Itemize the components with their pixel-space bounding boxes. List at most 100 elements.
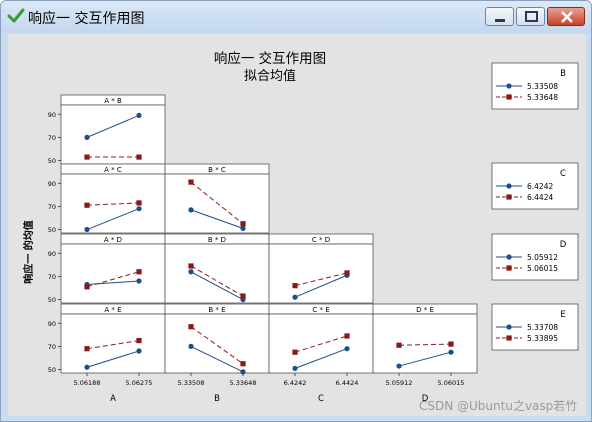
panel-label: C * E [312, 306, 329, 314]
panel-ac: A * C 50 70 90 [48, 163, 166, 234]
x-tick-label: 5.06015 [438, 379, 465, 387]
panel-bc: B * C [164, 163, 270, 234]
panel-ab: A * B 50 70 90 [48, 94, 166, 165]
data-point-circle [292, 365, 298, 371]
data-point-square [240, 221, 246, 227]
series-line-level1 [294, 348, 348, 369]
data-point-square [240, 293, 246, 299]
legend-marker-circle [506, 83, 512, 89]
y-tick-label: 90 [48, 180, 56, 188]
legend-entry: 5.05912 [527, 253, 558, 262]
data-point-square [292, 349, 298, 355]
series-line-level1 [86, 208, 140, 230]
panel-plot [60, 104, 166, 165]
legend-entry: 5.06015 [527, 264, 558, 273]
data-point-square [84, 346, 90, 352]
data-point-square [188, 324, 194, 330]
data-point-square [396, 342, 402, 348]
data-point-square [84, 154, 90, 160]
minimize-icon [495, 19, 505, 22]
window-title: 响应一 交互作用图 [28, 11, 145, 27]
panel-label: A * B [104, 97, 122, 105]
panel-ae: A * E 50 70 90 [48, 303, 166, 374]
panel-label: B * E [208, 306, 225, 314]
legend-marker-circle [506, 183, 512, 189]
series-line-level2 [190, 181, 244, 225]
legend-marker-square [506, 335, 512, 341]
x-factor-label: C [318, 394, 324, 404]
data-point-square [84, 202, 90, 208]
data-point-square [136, 200, 142, 206]
title-bar[interactable]: 响应一 交互作用图 [1, 1, 591, 33]
data-point-circle [84, 226, 90, 233]
data-point-circle [136, 112, 142, 119]
panel-plot [60, 313, 166, 374]
series-line-level2 [190, 326, 244, 365]
panel-label: B * C [208, 166, 226, 174]
data-point-circle [188, 343, 194, 349]
data-point-circle [136, 206, 142, 212]
panel-label: C * D [312, 236, 330, 244]
series-line-level2 [398, 343, 452, 346]
legend-title: D [560, 240, 567, 250]
data-point-circle [84, 364, 90, 370]
panel-bd: B * D [164, 233, 270, 304]
maximize-button[interactable] [516, 7, 545, 26]
data-point-circle [84, 134, 90, 140]
series-line-level2 [86, 202, 140, 206]
panel-be: B * E [164, 303, 270, 375]
y-tick-label: 90 [48, 111, 56, 119]
x-factor-label: B [214, 394, 220, 404]
series-line-level2 [86, 271, 140, 288]
series-line-level1 [86, 114, 140, 138]
data-point-square [292, 283, 298, 289]
panel-plot [60, 243, 166, 304]
panel-label: A * D [104, 236, 122, 244]
legend-entry: 5.33895 [527, 334, 558, 343]
series-line-level2 [294, 335, 348, 353]
legend-marker-square [506, 194, 512, 200]
panel-plot [268, 243, 374, 304]
panel-de: D * E [372, 303, 478, 374]
panel-label: D * E [416, 306, 434, 314]
close-button[interactable] [547, 7, 585, 26]
data-point-square [136, 269, 142, 275]
series-line-level1 [86, 350, 140, 368]
series-line-level1 [190, 209, 244, 229]
data-point-circle [240, 225, 246, 231]
panel-label: B * D [208, 236, 226, 244]
y-tick-label: 70 [48, 343, 56, 351]
panel-ce: C * E [268, 303, 374, 374]
panel-ad: A * D 50 70 90 [48, 233, 166, 304]
panel-plot [164, 243, 270, 304]
legend-b: B5.33508 5.33648 [491, 62, 579, 110]
data-point-circle [292, 294, 298, 300]
legend-entry: 5.33508 [527, 82, 558, 91]
chart-subtitle: 拟合均值 [244, 68, 296, 84]
chart-area: 响应一 交互作用图 拟合均值 响应一 的均值 A * B 50 70 90 A * C 5… [8, 34, 586, 416]
panel-label: A * E [104, 306, 121, 314]
series-line-level1 [294, 274, 348, 298]
data-point-square [136, 154, 142, 160]
data-point-square [84, 284, 90, 290]
legend-title: B [560, 69, 566, 79]
y-tick-label: 50 [48, 226, 56, 234]
legend-c: C 6.4242 6.4424 [491, 162, 579, 210]
chart-title: 响应一 交互作用图 [214, 50, 326, 67]
y-tick-label: 70 [48, 134, 56, 142]
x-tick-label: 5.05912 [386, 379, 413, 387]
y-tick-label: 50 [48, 296, 56, 304]
x-tick-label: 6.4242 [284, 379, 307, 387]
legend-d: D5.05912 5.06015 [491, 233, 579, 281]
series-line-level2 [190, 265, 244, 297]
series-line-level1 [398, 351, 452, 367]
legend-entry: 5.33648 [527, 93, 558, 102]
legend-title: C [560, 169, 566, 179]
minimize-button[interactable] [485, 7, 514, 26]
series-line-level1 [190, 345, 244, 373]
y-tick-label: 90 [48, 320, 56, 328]
data-point-circle [188, 269, 194, 275]
data-point-square [136, 338, 142, 344]
panel-plot [372, 313, 478, 374]
